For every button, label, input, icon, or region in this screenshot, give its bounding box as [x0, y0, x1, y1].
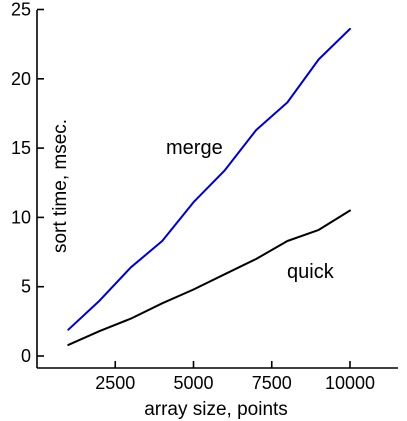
series-lines — [67, 27, 351, 346]
axes — [36, 10, 398, 369]
series-label-merge: merge — [166, 137, 223, 159]
series-label-quick: quick — [287, 261, 335, 283]
x-tick-label-10000: 10000 — [325, 373, 375, 393]
x-tick-label-2500: 2500 — [95, 373, 135, 393]
y-tick-label-10: 10 — [11, 207, 31, 227]
series-line-quick — [67, 209, 351, 346]
y-tick-label-25: 25 — [11, 0, 31, 20]
x-axis-label: array size, points — [144, 399, 288, 420]
y-tick-label-0: 0 — [21, 346, 31, 366]
x-tick-label-7500: 7500 — [252, 373, 292, 393]
y-axis-label: sort time, msec. — [50, 119, 71, 253]
y-tick-label-5: 5 — [21, 277, 31, 297]
y-tick-label-20: 20 — [11, 69, 31, 89]
x-tick-label-5000: 5000 — [173, 373, 213, 393]
y-tick-label-15: 15 — [11, 138, 31, 158]
ticks: 0 5 10 15 20 25 2500 5000 7500 10000 — [11, 0, 375, 393]
series-line-merge — [67, 27, 351, 331]
